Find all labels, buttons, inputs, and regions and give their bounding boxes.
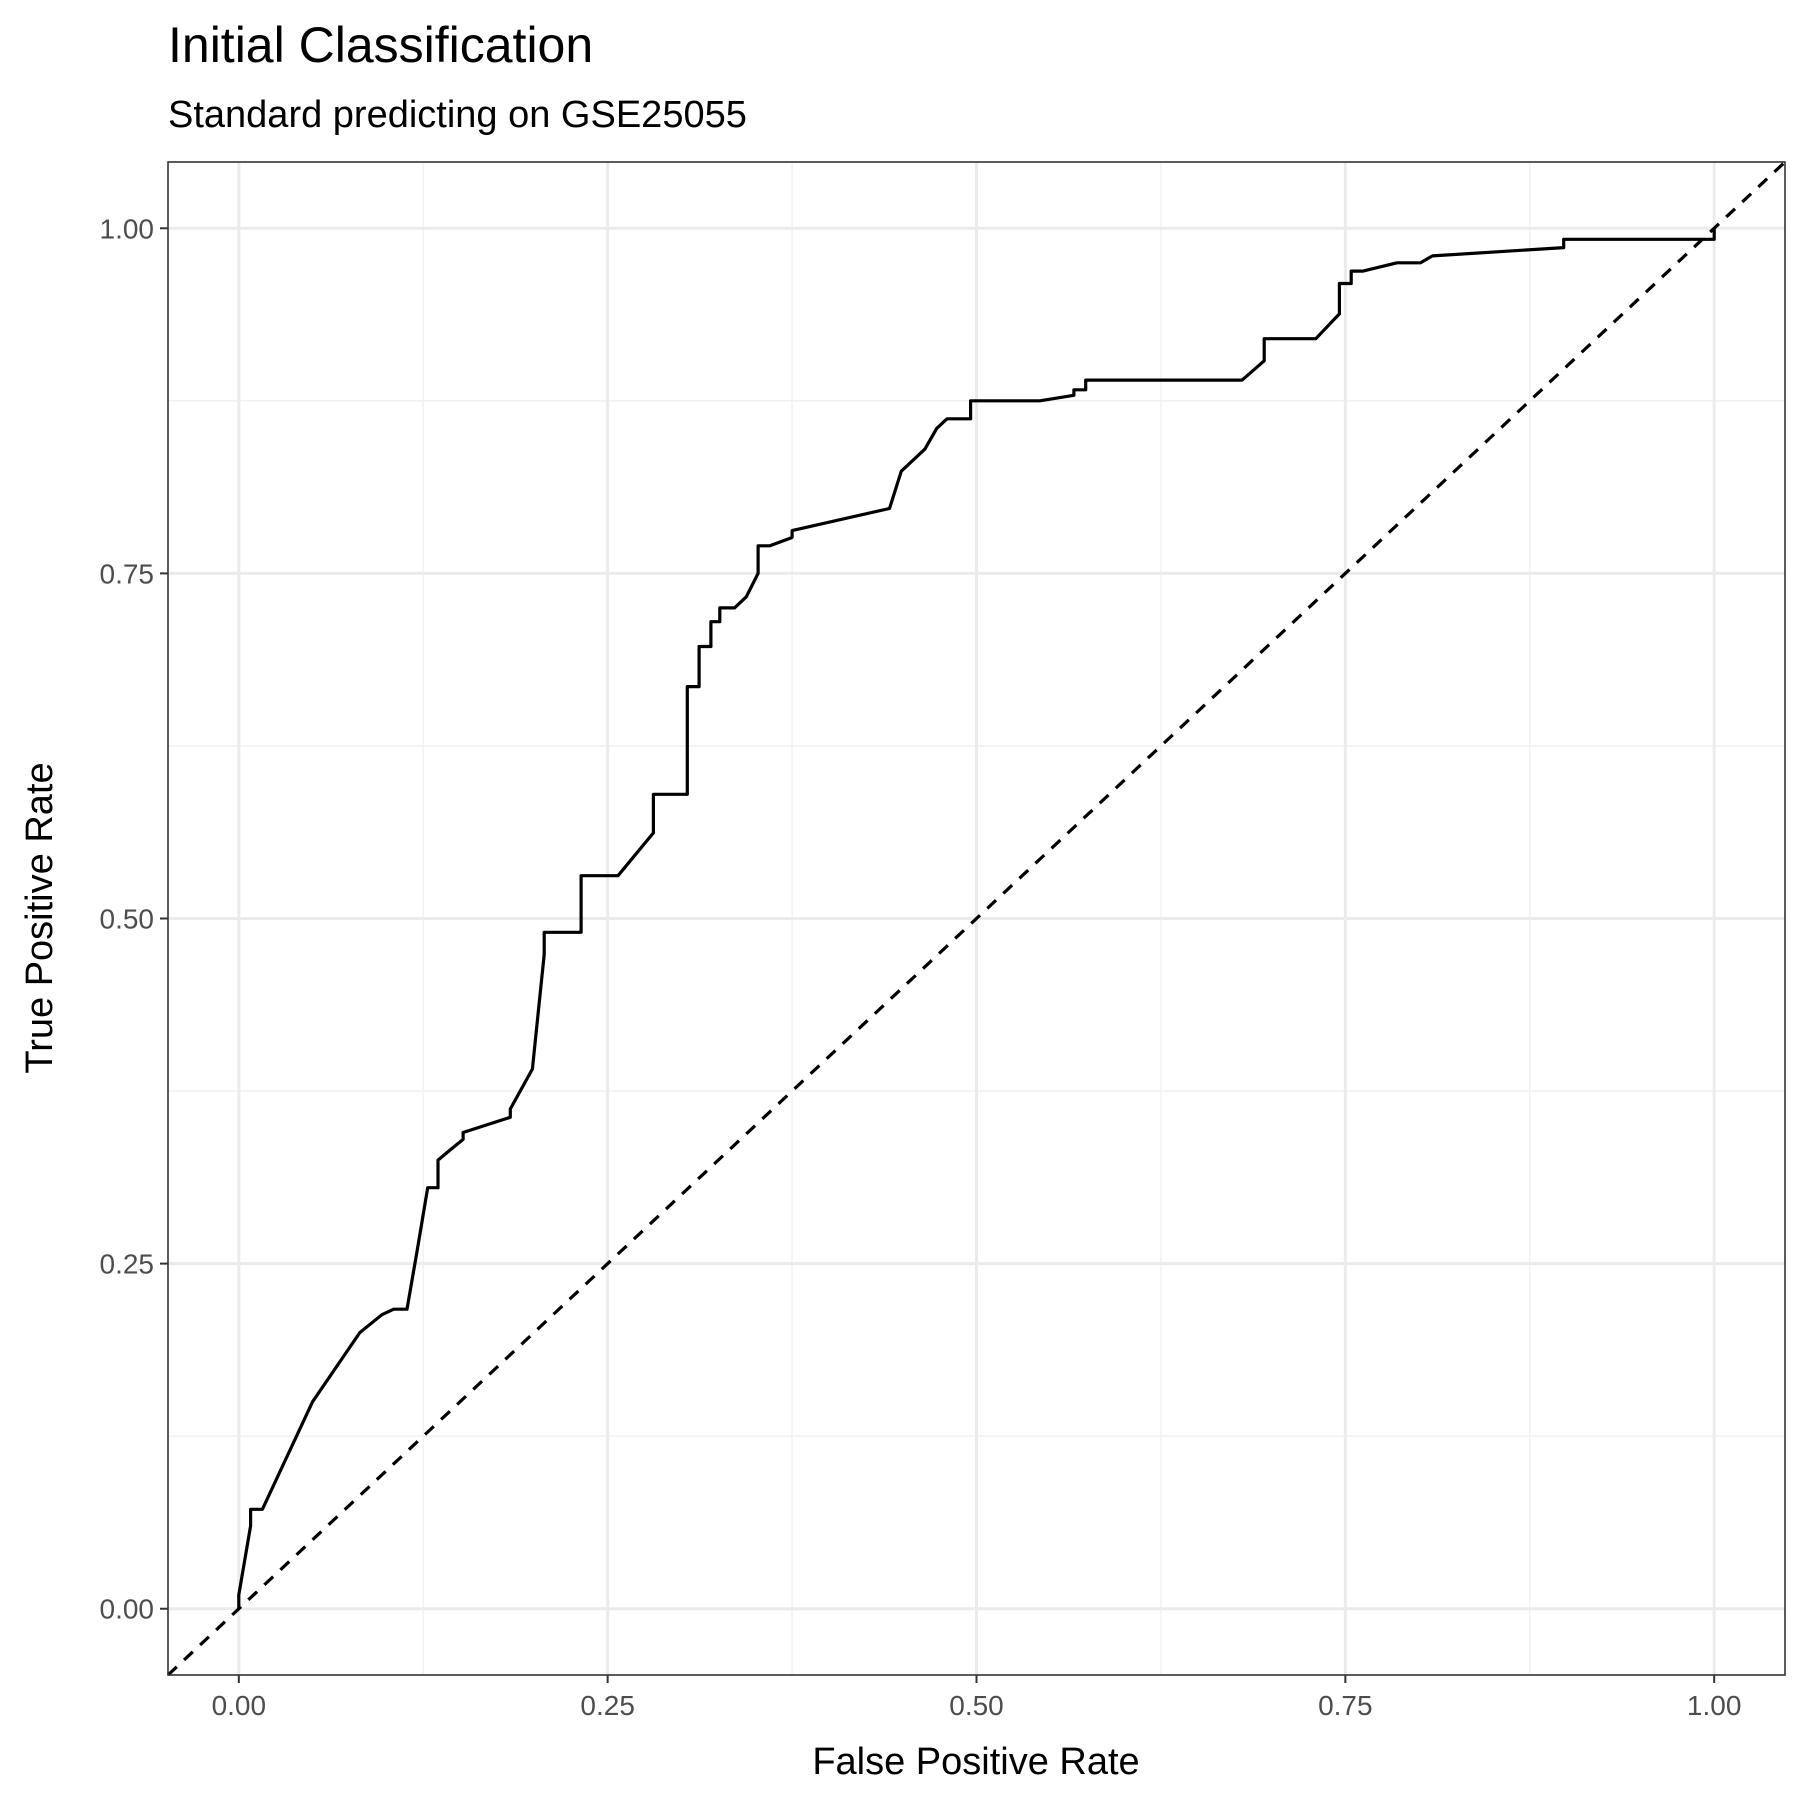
chart-title: Initial Classification bbox=[168, 17, 593, 73]
y-tick-label: 0.00 bbox=[100, 1594, 155, 1625]
chart-subtitle: Standard predicting on GSE25055 bbox=[168, 94, 747, 136]
x-axis-title: False Positive Rate bbox=[812, 1741, 1139, 1783]
x-tick-label: 0.00 bbox=[212, 1690, 267, 1721]
x-axis: 0.00 0.25 0.50 0.75 1.00 bbox=[212, 1675, 1742, 1721]
x-tick-label: 0.75 bbox=[1318, 1690, 1373, 1721]
x-tick-label: 0.50 bbox=[949, 1690, 1004, 1721]
y-tick-label: 0.75 bbox=[100, 558, 155, 589]
y-axis: 0.00 0.25 0.50 0.75 1.00 bbox=[100, 213, 168, 1625]
roc-curve-line bbox=[237, 228, 1716, 1609]
y-tick-label: 1.00 bbox=[100, 213, 155, 244]
x-tick-label: 1.00 bbox=[1687, 1690, 1742, 1721]
chance-reference-line bbox=[166, 160, 1787, 1677]
y-tick-label: 0.50 bbox=[100, 904, 155, 935]
reference-line-layer bbox=[166, 160, 1787, 1677]
x-tick-label: 0.25 bbox=[580, 1690, 635, 1721]
y-tick-label: 0.25 bbox=[100, 1249, 155, 1280]
y-axis-title: True Positive Rate bbox=[19, 762, 61, 1073]
roc-curve-layer bbox=[237, 228, 1716, 1609]
